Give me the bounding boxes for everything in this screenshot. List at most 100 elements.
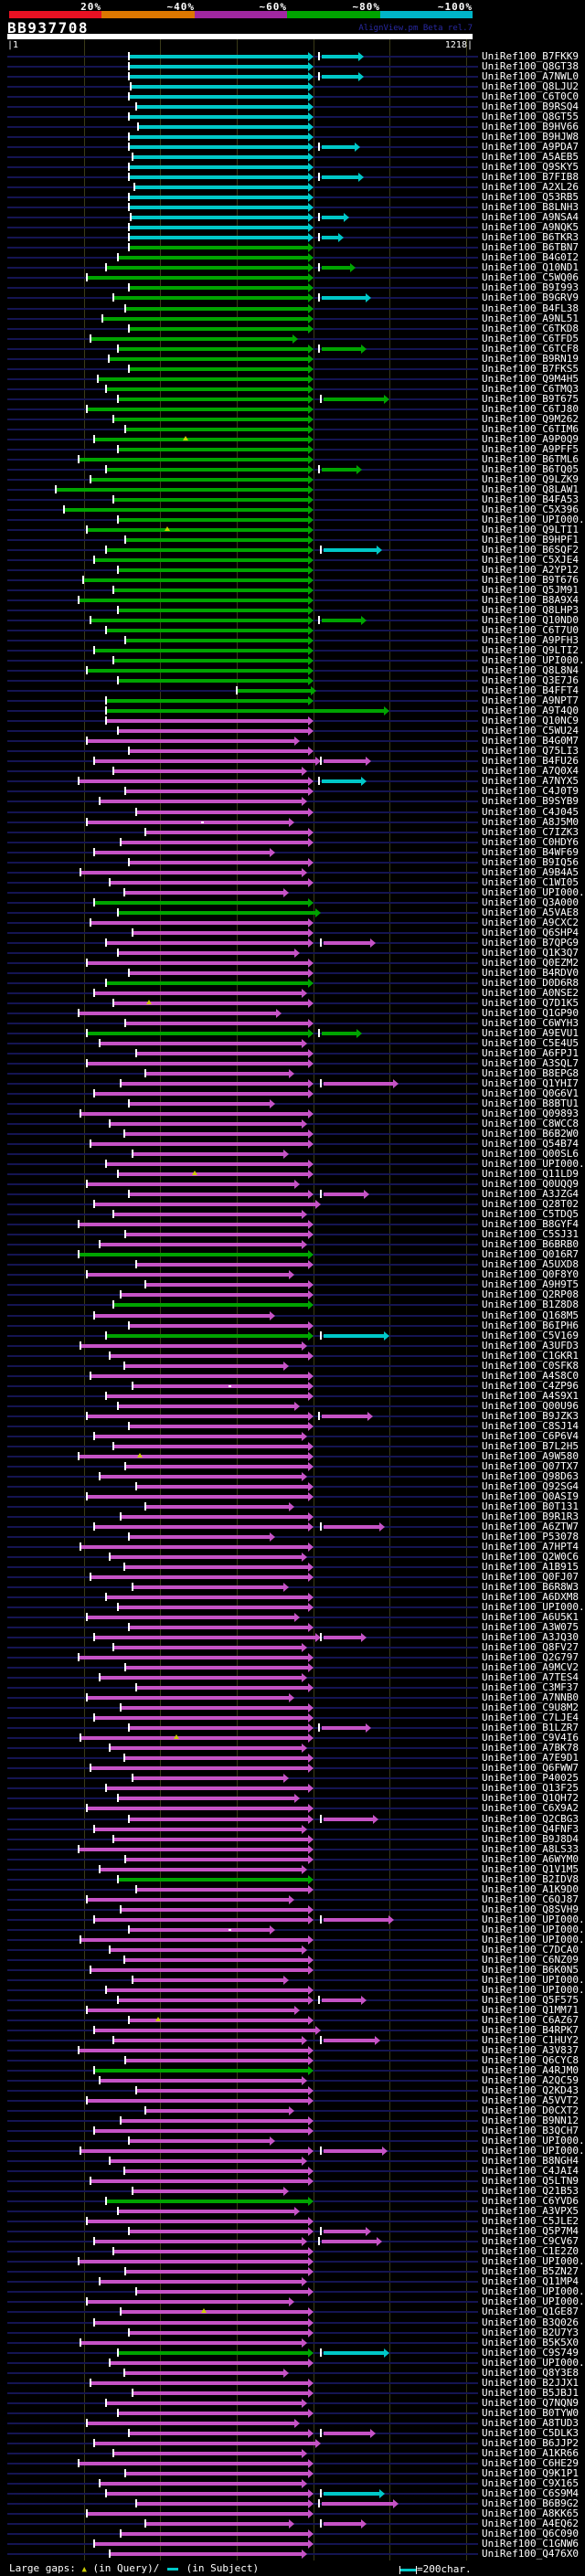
subject-label[interactable]: UniRef100_UPI000.. <box>482 1913 585 1925</box>
alignment-bar[interactable] <box>91 336 292 341</box>
subject-label[interactable]: UniRef100_Q0G6V1 <box>482 1087 579 1100</box>
subject-label[interactable]: UniRef100_A5VVT2 <box>482 2094 579 2107</box>
alignment-row[interactable]: UniRef100_B9NN12 <box>0 2115 585 2126</box>
alignment-row[interactable]: UniRef100_UPI000.. <box>0 1924 585 1935</box>
subject-label[interactable]: UniRef100_Q1V1M5 <box>482 1862 579 1875</box>
alignment-bar[interactable] <box>84 578 308 583</box>
alignment-row[interactable]: UniRef100_Q10ND1 <box>0 262 585 273</box>
alignment-bar[interactable] <box>101 2079 302 2083</box>
subject-label[interactable]: UniRef100_B6SQF2 <box>482 543 579 556</box>
subject-label[interactable]: UniRef100_A4EQ62 <box>482 2517 579 2529</box>
alignment-bar[interactable] <box>133 1585 283 1590</box>
alignment-row[interactable]: UniRef100_UPI000.. <box>0 2136 585 2147</box>
alignment-bar[interactable] <box>111 1746 302 1751</box>
subject-label[interactable]: UniRef100_A6U5K1 <box>482 1611 579 1624</box>
subject-label[interactable]: UniRef100_Q9LZK9 <box>482 472 579 485</box>
alignment-bar[interactable] <box>95 1313 270 1318</box>
alignment-row[interactable]: UniRef100_Q016R7 <box>0 1249 585 1260</box>
subject-label[interactable]: UniRef100_Q6CYC8 <box>482 2053 579 2066</box>
alignment-row[interactable]: UniRef100_B6BRB0 <box>0 1239 585 1250</box>
alignment-row[interactable]: UniRef100_Q9M4H5 <box>0 374 585 384</box>
alignment-bar[interactable] <box>91 1142 308 1147</box>
alignment-bar[interactable] <box>119 729 308 734</box>
alignment-row[interactable]: UniRef100_A7NWL0 <box>0 71 585 82</box>
subject-label[interactable]: UniRef100_A5UXD8 <box>482 1258 579 1271</box>
alignment-bar[interactable] <box>95 2320 308 2325</box>
alignment-row[interactable]: UniRef100_C6P6V4 <box>0 1431 585 1441</box>
alignment-row[interactable]: UniRef100_A6ZTW7 <box>0 1521 585 1532</box>
alignment-row[interactable]: UniRef100_C6TIM6 <box>0 424 585 434</box>
subject-label[interactable]: UniRef100_B6TQ05 <box>482 462 579 475</box>
subject-label[interactable]: UniRef100_B9GRV9 <box>482 292 579 304</box>
alignment-row[interactable]: UniRef100_B9HPF1 <box>0 535 585 545</box>
alignment-row[interactable]: UniRef100_B4RDV0 <box>0 968 585 978</box>
alignment-row[interactable]: UniRef100_B4G0M7 <box>0 735 585 747</box>
subject-label[interactable]: UniRef100_C1E2Z0 <box>482 2245 579 2258</box>
alignment-bar-secondary[interactable] <box>324 1636 361 1640</box>
alignment-row[interactable]: UniRef100_B6B9G2 <box>0 2498 585 2508</box>
alignment-row[interactable]: UniRef100_Q8Y3E8 <box>0 2368 585 2378</box>
subject-label[interactable]: UniRef100_C5JLE2 <box>482 2215 579 2228</box>
alignment-row[interactable]: UniRef100_B9IQ56 <box>0 857 585 867</box>
subject-label[interactable]: UniRef100_A3V837 <box>482 2043 579 2056</box>
alignment-row[interactable]: UniRef100_Q3E7J6 <box>0 675 585 686</box>
alignment-bar[interactable] <box>130 749 308 754</box>
subject-label[interactable]: UniRef100_C0HDY6 <box>482 835 579 848</box>
alignment-bar[interactable] <box>126 1233 308 1237</box>
alignment-bar[interactable] <box>95 2129 308 2134</box>
subject-label[interactable]: UniRef100_Q8LHP3 <box>482 604 579 617</box>
alignment-bar[interactable] <box>130 236 308 240</box>
alignment-row[interactable]: UniRef100_A8TUD3 <box>0 2418 585 2428</box>
alignment-bar[interactable] <box>122 1293 308 1298</box>
subject-label[interactable]: UniRef100_B6TBN7 <box>482 241 579 254</box>
alignment-row[interactable]: UniRef100_Q5P7M4 <box>0 2226 585 2237</box>
subject-label[interactable]: UniRef100_Q3A000 <box>482 896 579 908</box>
subject-label[interactable]: UniRef100_B4G0M7 <box>482 735 579 747</box>
alignment-bar[interactable] <box>107 1394 308 1398</box>
alignment-bar[interactable] <box>114 296 308 301</box>
alignment-row[interactable]: UniRef100_Q2CBG3 <box>0 1814 585 1824</box>
alignment-bar[interactable] <box>135 186 308 190</box>
alignment-bar[interactable] <box>119 910 315 915</box>
subject-label[interactable]: UniRef100_A9NQK5 <box>482 221 579 234</box>
alignment-row[interactable]: UniRef100_Q11MP4 <box>0 2276 585 2287</box>
alignment-bar[interactable] <box>126 1666 308 1670</box>
alignment-bar[interactable] <box>80 2260 308 2264</box>
alignment-row[interactable]: UniRef100_B7L2H5 <box>0 1441 585 1451</box>
subject-label[interactable]: UniRef100_Q98D63 <box>482 1469 579 1482</box>
alignment-row[interactable]: UniRef100_UPI000.. <box>0 514 585 525</box>
subject-label[interactable]: UniRef100_B8EPG8 <box>482 1067 579 1080</box>
alignment-row[interactable]: UniRef100_D0D6R8 <box>0 978 585 988</box>
alignment-bar[interactable] <box>95 437 308 441</box>
alignment-row[interactable]: UniRef100_Q6C090 <box>0 2528 585 2539</box>
alignment-row[interactable]: UniRef100_Q9LTI2 <box>0 645 585 656</box>
alignment-row[interactable]: UniRef100_C6HE29 <box>0 2458 585 2468</box>
alignment-bar[interactable] <box>137 1887 308 1892</box>
alignment-bar[interactable] <box>107 266 308 270</box>
alignment-row[interactable]: UniRef100_A1B915 <box>0 1562 585 1572</box>
alignment-row[interactable]: UniRef100_Q9SKY5 <box>0 162 585 173</box>
subject-label[interactable]: UniRef100_Q1GE87 <box>482 2306 579 2318</box>
alignment-bar[interactable] <box>107 940 308 945</box>
alignment-bar[interactable] <box>137 2290 308 2295</box>
subject-label[interactable]: UniRef100_B9T675 <box>482 392 579 405</box>
alignment-bar[interactable] <box>88 2099 308 2104</box>
alignment-bar[interactable] <box>125 1363 283 1368</box>
subject-label[interactable]: UniRef100_C1GNW6 <box>482 2537 579 2549</box>
alignment-row[interactable]: UniRef100_A7NYX5 <box>0 776 585 787</box>
alignment-bar[interactable] <box>95 850 270 854</box>
alignment-row[interactable]: UniRef100_UPI000.. <box>0 1975 585 1985</box>
alignment-bar-secondary[interactable] <box>322 216 344 220</box>
subject-label[interactable]: UniRef100_Q8LAW1 <box>482 482 579 495</box>
alignment-bar[interactable] <box>126 2471 308 2475</box>
alignment-bar[interactable] <box>91 920 308 925</box>
alignment-bar[interactable] <box>114 2250 308 2254</box>
alignment-row[interactable]: UniRef100_A9T4Q0 <box>0 705 585 716</box>
alignment-bar[interactable] <box>119 346 308 351</box>
subject-label[interactable]: UniRef100_Q1GP90 <box>482 1006 579 1019</box>
alignment-bar[interactable] <box>101 2481 302 2486</box>
subject-label[interactable]: UniRef100_C8SJ14 <box>482 1419 579 1432</box>
subject-label[interactable]: UniRef100_A6ZTW7 <box>482 1520 579 1532</box>
alignment-bar[interactable] <box>80 1223 308 1227</box>
alignment-bar[interactable] <box>130 175 308 180</box>
